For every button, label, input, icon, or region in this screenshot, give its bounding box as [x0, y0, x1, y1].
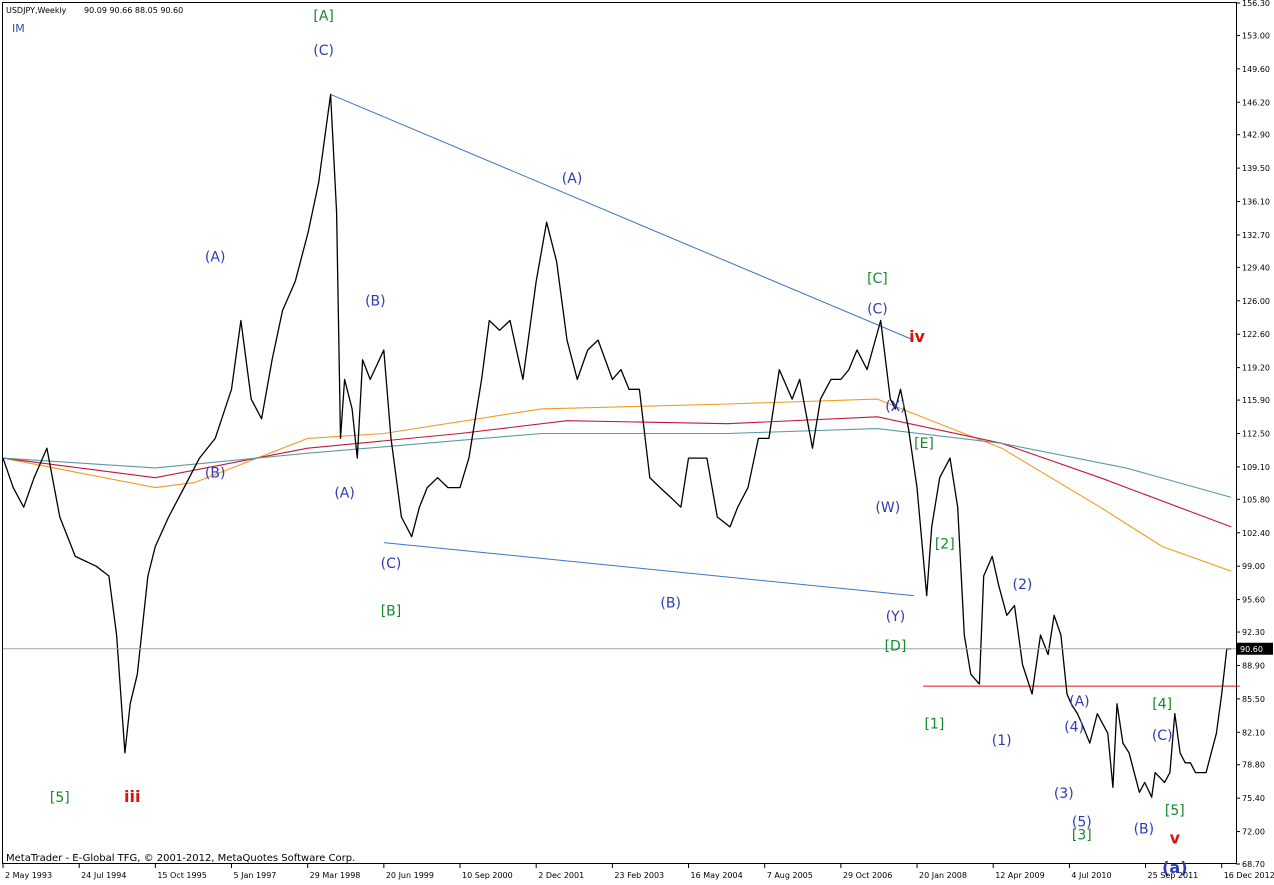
wave-label: (W) — [875, 500, 900, 516]
price-series — [2, 93, 1232, 798]
wave-label: (A) — [562, 171, 583, 187]
wave-label: [5] — [50, 790, 70, 806]
series-ma_orange — [2, 398, 1232, 572]
x-tick-label: 29 Oct 2006 — [843, 871, 892, 880]
wave-label: (B) — [365, 294, 386, 310]
trendlines — [330, 93, 1240, 687]
wave-label: [1] — [924, 716, 944, 732]
y-tick-label: 136.10 — [1242, 198, 1270, 207]
y-tick-label: 109.10 — [1242, 463, 1270, 472]
wave-label: [5] — [1165, 803, 1185, 819]
x-tick-label: 25 Sep 2011 — [1148, 871, 1199, 880]
trendline-lower — [383, 542, 914, 597]
wave-label: [C] — [867, 271, 888, 287]
y-tick-label: 112.50 — [1242, 430, 1270, 439]
y-tick-label: 78.80 — [1242, 761, 1265, 770]
x-tick-label: 16 Dec 2012 — [1224, 871, 1274, 880]
current-price-line: 90.60 — [3, 642, 1273, 655]
y-tick-label: 82.10 — [1242, 728, 1265, 737]
y-tick-label: 115.90 — [1242, 396, 1270, 405]
x-tick-label: 20 Jan 2008 — [919, 871, 967, 880]
wave-label: [E] — [914, 436, 934, 452]
y-tick-label: 102.40 — [1242, 529, 1270, 538]
y-tick-label: 72.00 — [1242, 828, 1265, 837]
wave-label: v — [1170, 828, 1181, 847]
wave-label: (A) — [334, 485, 355, 501]
footer-copyright: MetaTrader - E-Global TFG, © 2001-2012, … — [6, 853, 355, 864]
wave-label: (Y) — [886, 609, 905, 625]
chart-ohlc: 90.09 90.66 88.05 90.60 — [84, 6, 183, 15]
wave-labels: [A] (C) (A) (B) (A) (B) (C) [B] (A) (B) [C] (C) iv (X… — [50, 9, 1188, 877]
wave-label: (C) — [1152, 728, 1173, 744]
wave-label: (C) — [381, 556, 402, 572]
wave-label: (A) — [1069, 694, 1090, 710]
y-tick-label: 156.30 — [1242, 0, 1270, 8]
wave-label: [D] — [885, 639, 907, 655]
x-tick-label: 16 May 2004 — [691, 871, 743, 880]
chart-symbol: USDJPY,Weekly — [6, 6, 67, 15]
y-tick-label: 129.40 — [1242, 263, 1270, 272]
wave-label: [2] — [935, 536, 955, 552]
wave-label: (a) — [1162, 858, 1187, 877]
x-tick-label: 23 Feb 2003 — [614, 871, 664, 880]
x-tick-label: 4 Jul 2010 — [1071, 871, 1111, 880]
x-tick-label: 7 Aug 2005 — [767, 871, 813, 880]
y-tick-label: 75.40 — [1242, 794, 1265, 803]
wave-label: (5) — [1072, 815, 1092, 831]
trendline-upper — [330, 93, 915, 341]
wave-label: (B) — [660, 595, 681, 611]
y-tick-label: 88.90 — [1242, 661, 1265, 670]
x-tick-label: 29 Mar 1998 — [310, 871, 361, 880]
y-tick-label: 153.00 — [1242, 31, 1270, 40]
y-tick-label: 99.00 — [1242, 562, 1265, 571]
x-tick-label: 20 Jun 1999 — [386, 871, 434, 880]
x-tick-label: 15 Oct 1995 — [157, 871, 206, 880]
series-price — [2, 93, 1232, 798]
y-tick-label: 122.60 — [1242, 330, 1270, 339]
y-tick-label: 105.80 — [1242, 495, 1270, 504]
wave-label: (C) — [867, 302, 888, 318]
wave-label: (X) — [885, 399, 906, 415]
y-tick-label: 126.00 — [1242, 297, 1270, 306]
x-axis: 2 May 1993 24 Jul 1994 15 Oct 1995 5 Jan 19… — [2, 864, 1274, 880]
y-tick-label: 149.60 — [1242, 65, 1270, 74]
x-tick-label: 2 May 1993 — [5, 871, 52, 880]
x-tick-label: 24 Jul 1994 — [81, 871, 126, 880]
wave-label: (1) — [992, 733, 1012, 749]
wave-label: (4) — [1064, 719, 1084, 735]
y-tick-label: 85.50 — [1242, 695, 1265, 704]
wave-label: (B) — [1134, 822, 1155, 838]
x-tick-label: 12 Apr 2009 — [995, 871, 1044, 880]
series-ma_teal — [2, 428, 1232, 498]
wave-label: iv — [909, 327, 925, 346]
wave-label: (C) — [313, 43, 334, 59]
wave-label: (3) — [1054, 786, 1074, 802]
indicator-tag: IM — [12, 22, 25, 35]
wave-label: (A) — [205, 249, 226, 265]
y-tick-label: 92.30 — [1242, 628, 1265, 637]
series-ma_red — [2, 416, 1232, 528]
y-tick-label: 142.90 — [1242, 131, 1270, 140]
x-tick-label: 10 Sep 2000 — [462, 871, 513, 880]
y-tick-label: 119.20 — [1242, 364, 1270, 373]
wave-label: [3] — [1072, 827, 1092, 843]
y-tick-label: 139.50 — [1242, 164, 1270, 173]
price-marker — [1237, 642, 1273, 655]
moving-averages — [2, 398, 1232, 572]
x-tick-label: 2 Dec 2001 — [538, 871, 584, 880]
price-marker-label: 90.60 — [1240, 645, 1263, 654]
y-tick-label: 68.70 — [1242, 860, 1265, 869]
wave-label: [4] — [1152, 697, 1172, 713]
y-axis: 156.30 153.00 149.60 146.20 142.90 139.50 136.… — [1236, 0, 1270, 869]
y-tick-label: 146.20 — [1242, 98, 1270, 107]
x-tick-label: 5 Jan 1997 — [234, 871, 277, 880]
wave-label: [B] — [381, 603, 402, 619]
wave-label: (2) — [1013, 577, 1033, 593]
wave-label: [A] — [313, 9, 334, 25]
y-tick-label: 95.60 — [1242, 596, 1265, 605]
y-tick-label: 132.70 — [1242, 231, 1270, 240]
wave-label: iii — [124, 787, 140, 806]
wave-label: (B) — [205, 466, 226, 482]
